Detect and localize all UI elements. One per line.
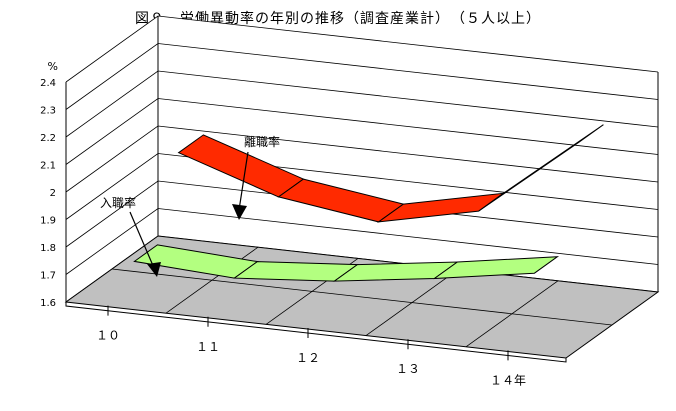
series-label-exit: 離職率 (244, 134, 280, 149)
annotation-arrow-head (232, 204, 247, 220)
y-tick-label: 2 (50, 188, 56, 199)
annotation-arrow-head (147, 262, 161, 277)
floor-gridline (111, 268, 613, 326)
series-0-segment (432, 256, 560, 280)
y-tick-label: 1.7 (40, 271, 56, 282)
x-tick-label: １３ (396, 362, 420, 376)
y-tick-label: 1.8 (40, 243, 56, 254)
y-unit-label: % (48, 60, 58, 73)
floor-edge (65, 302, 567, 363)
y-tick-label: 1.9 (40, 216, 56, 227)
series-1-segment (478, 124, 604, 212)
series-label-entry: 入職率 (100, 195, 136, 210)
y-tick-label: 2.1 (40, 161, 56, 172)
y-tick-label: 1.6 (40, 298, 56, 309)
x-tick-label: １１ (196, 340, 220, 354)
y-tick-label: 2.2 (40, 133, 56, 144)
annotation-arrow-line (238, 151, 249, 211)
chart-title: 図９ 労働異動率の年別の推移（調査産業計） （５人以上） (135, 11, 541, 27)
x-tick-label: １０ (96, 329, 120, 343)
x-tick-label: １２ (296, 351, 320, 365)
x-tick-label: １４年 (490, 373, 526, 387)
y-tick-label: 2.3 (40, 106, 56, 117)
annotation-arrow-line (129, 211, 155, 269)
y-tick-label: 2.4 (40, 78, 56, 89)
